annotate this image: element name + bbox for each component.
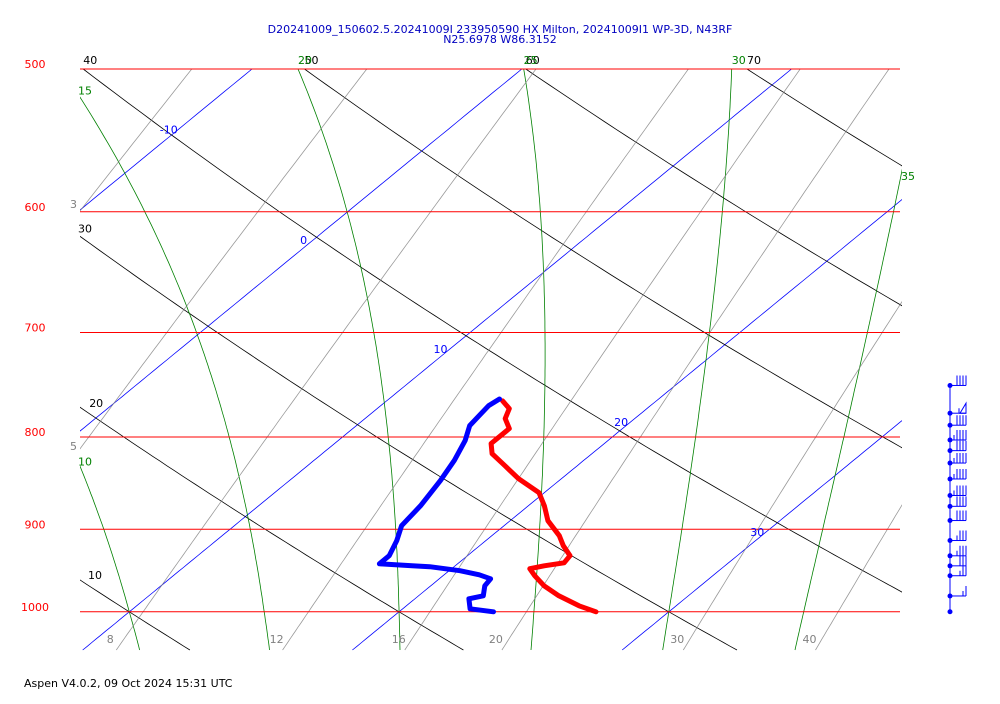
dry-adiabat-label: 20 xyxy=(89,397,103,410)
moist-adiabat-label: 20 xyxy=(298,54,312,67)
mixing-ratio-line xyxy=(0,69,367,650)
mixing-ratio-label: 5 xyxy=(70,440,77,453)
pressure-label: 1000 xyxy=(21,601,49,614)
mixing-ratio-label: 16 xyxy=(392,633,406,646)
barb-feathers xyxy=(957,415,966,425)
moist-adiabat-label: 25 xyxy=(524,54,538,67)
moist-adiabat-line xyxy=(524,69,545,650)
barb-feathers xyxy=(957,441,966,451)
mixing-ratio-line xyxy=(116,69,536,650)
mixing-ratio-label: 40 xyxy=(802,633,816,646)
isotherm-line xyxy=(622,69,1000,650)
moist-adiabat-line xyxy=(62,69,270,650)
pressure-label: 600 xyxy=(25,201,46,214)
barb-feathers xyxy=(954,453,966,463)
barb-feathers xyxy=(957,375,966,385)
moist-adiabat-line xyxy=(663,69,732,650)
dry-adiabat-label: 70 xyxy=(747,54,761,67)
mixing-ratio-line xyxy=(0,69,192,650)
dry-adiabat-label: 40 xyxy=(83,54,97,67)
isotherm-line xyxy=(0,69,522,650)
isotherm-line xyxy=(0,69,252,650)
mixing-ratio-line xyxy=(683,69,1000,650)
mixing-ratio-label: 3 xyxy=(70,198,77,211)
plot-area xyxy=(0,69,1000,650)
dry-adiabat-line xyxy=(747,69,1000,650)
dry-adiabat-line xyxy=(0,69,190,650)
barb-feathers xyxy=(954,469,966,479)
isotherm-line xyxy=(352,69,1000,650)
barb-feathers xyxy=(963,586,966,596)
pressure-label: 800 xyxy=(25,426,46,439)
mixing-ratio-line xyxy=(283,69,689,650)
barb-feathers xyxy=(957,546,966,556)
mixing-ratio-label: 8 xyxy=(107,633,114,646)
barb-feathers xyxy=(960,566,966,576)
pressure-label: 900 xyxy=(25,518,46,531)
isotherm-label: 0 xyxy=(300,234,307,247)
barb-feathers xyxy=(959,403,966,413)
chart-subtitle: N25.6978 W86.3152 xyxy=(443,33,557,46)
footer: Aspen V4.0.2, 09 Oct 2024 15:31 UTC xyxy=(24,677,233,690)
isotherm-label: 20 xyxy=(614,416,628,429)
dewpoint-profile xyxy=(379,399,499,612)
moist-adiabat-label: 15 xyxy=(78,85,92,98)
barb-feathers xyxy=(960,556,966,566)
mixing-ratio-line xyxy=(816,69,1000,650)
barb-feathers xyxy=(957,511,966,521)
mixing-ratio-label: 20 xyxy=(489,633,503,646)
barb-feathers xyxy=(954,430,966,440)
dry-adiabat-line xyxy=(526,69,1000,650)
barb-feathers xyxy=(957,496,966,506)
barb-feathers xyxy=(957,531,966,541)
dry-adiabat-label: 10 xyxy=(88,569,102,582)
pressure-label: 700 xyxy=(25,321,46,334)
isotherm-line xyxy=(83,69,792,650)
moist-adiabat-line xyxy=(0,69,140,650)
isotherm-label: -10 xyxy=(160,124,178,137)
moist-adiabat-label: 30 xyxy=(732,54,746,67)
dry-adiabat-line xyxy=(305,69,1000,650)
moist-adiabat-label: 10 xyxy=(78,456,92,469)
mixing-ratio-label: 30 xyxy=(670,633,684,646)
dry-adiabat-label: 30 xyxy=(78,222,92,235)
barb-feathers xyxy=(954,486,966,496)
moist-adiabat-line xyxy=(795,69,922,650)
isotherm-label: 10 xyxy=(433,343,447,356)
pressure-label: 500 xyxy=(25,58,46,71)
isotherm-label: 30 xyxy=(750,526,764,539)
dry-adiabat-line xyxy=(83,69,1000,650)
mixing-ratio-line xyxy=(405,69,800,650)
moist-adiabat-label: 35 xyxy=(901,170,915,183)
dry-adiabat-line xyxy=(0,69,737,650)
mixing-ratio-label: 12 xyxy=(270,633,284,646)
